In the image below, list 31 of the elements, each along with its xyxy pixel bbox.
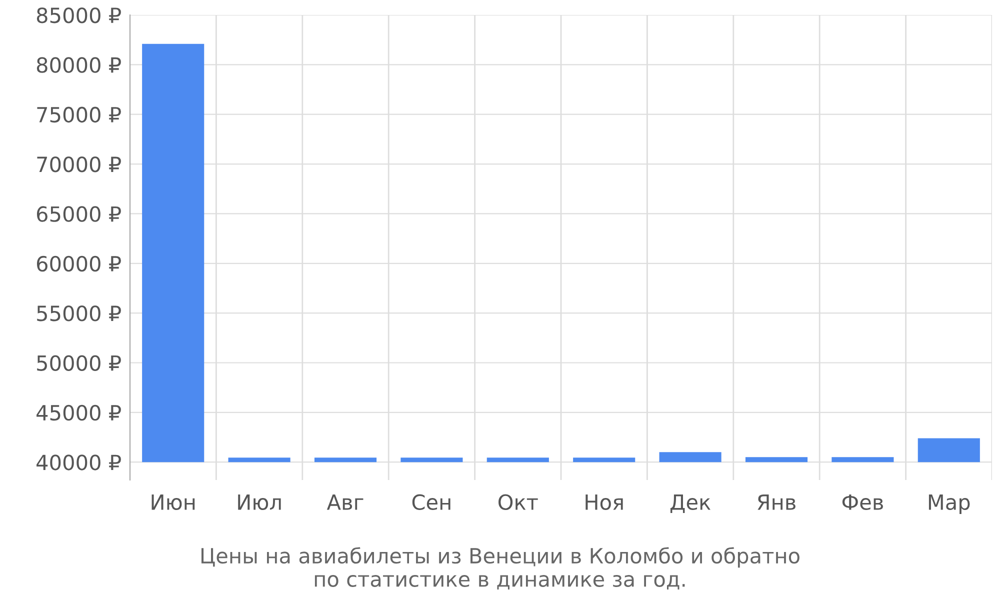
x-tick-label: Фев <box>842 494 883 510</box>
bar <box>228 458 290 462</box>
y-tick-label: 85000 ₽ <box>36 7 121 24</box>
bar <box>832 457 894 462</box>
bar <box>745 457 808 462</box>
y-tick-label: 80000 ₽ <box>36 57 121 73</box>
x-tick-label: Июл <box>238 494 281 510</box>
bar <box>918 438 980 462</box>
x-tick-label: Дек <box>670 494 710 513</box>
x-tick-label: Окт <box>498 494 538 510</box>
x-tick-label: Июн <box>152 494 195 510</box>
bar <box>314 458 377 462</box>
y-tick-label: 45000 ₽ <box>36 404 121 421</box>
x-tick-label: Сен <box>412 494 450 510</box>
bar <box>142 44 204 462</box>
bar <box>486 458 549 462</box>
y-tick-label: 70000 ₽ <box>37 156 121 172</box>
bar <box>573 458 636 462</box>
y-tick-label: 65000 ₽ <box>36 206 121 222</box>
y-tick-label: 55000 ₽ <box>37 306 121 322</box>
y-tick-label: 75000 ₽ <box>37 106 121 123</box>
x-tick-label: Мар <box>928 494 970 514</box>
bar <box>400 458 463 462</box>
x-tick-label: Ноя <box>586 494 623 510</box>
x-tick-label: Авг <box>326 494 364 510</box>
y-tick-label: 40000 ₽ <box>36 454 121 470</box>
text: Цены на авиабилеты из Венеции в Коломбо и обратно по статистике в динамике за год. <box>201 547 800 590</box>
y-tick-label: 60000 ₽ <box>36 256 121 272</box>
x-tick-label: Янв <box>758 494 796 510</box>
bar <box>659 452 722 462</box>
y-tick-label: 50000 ₽ <box>37 355 121 371</box>
